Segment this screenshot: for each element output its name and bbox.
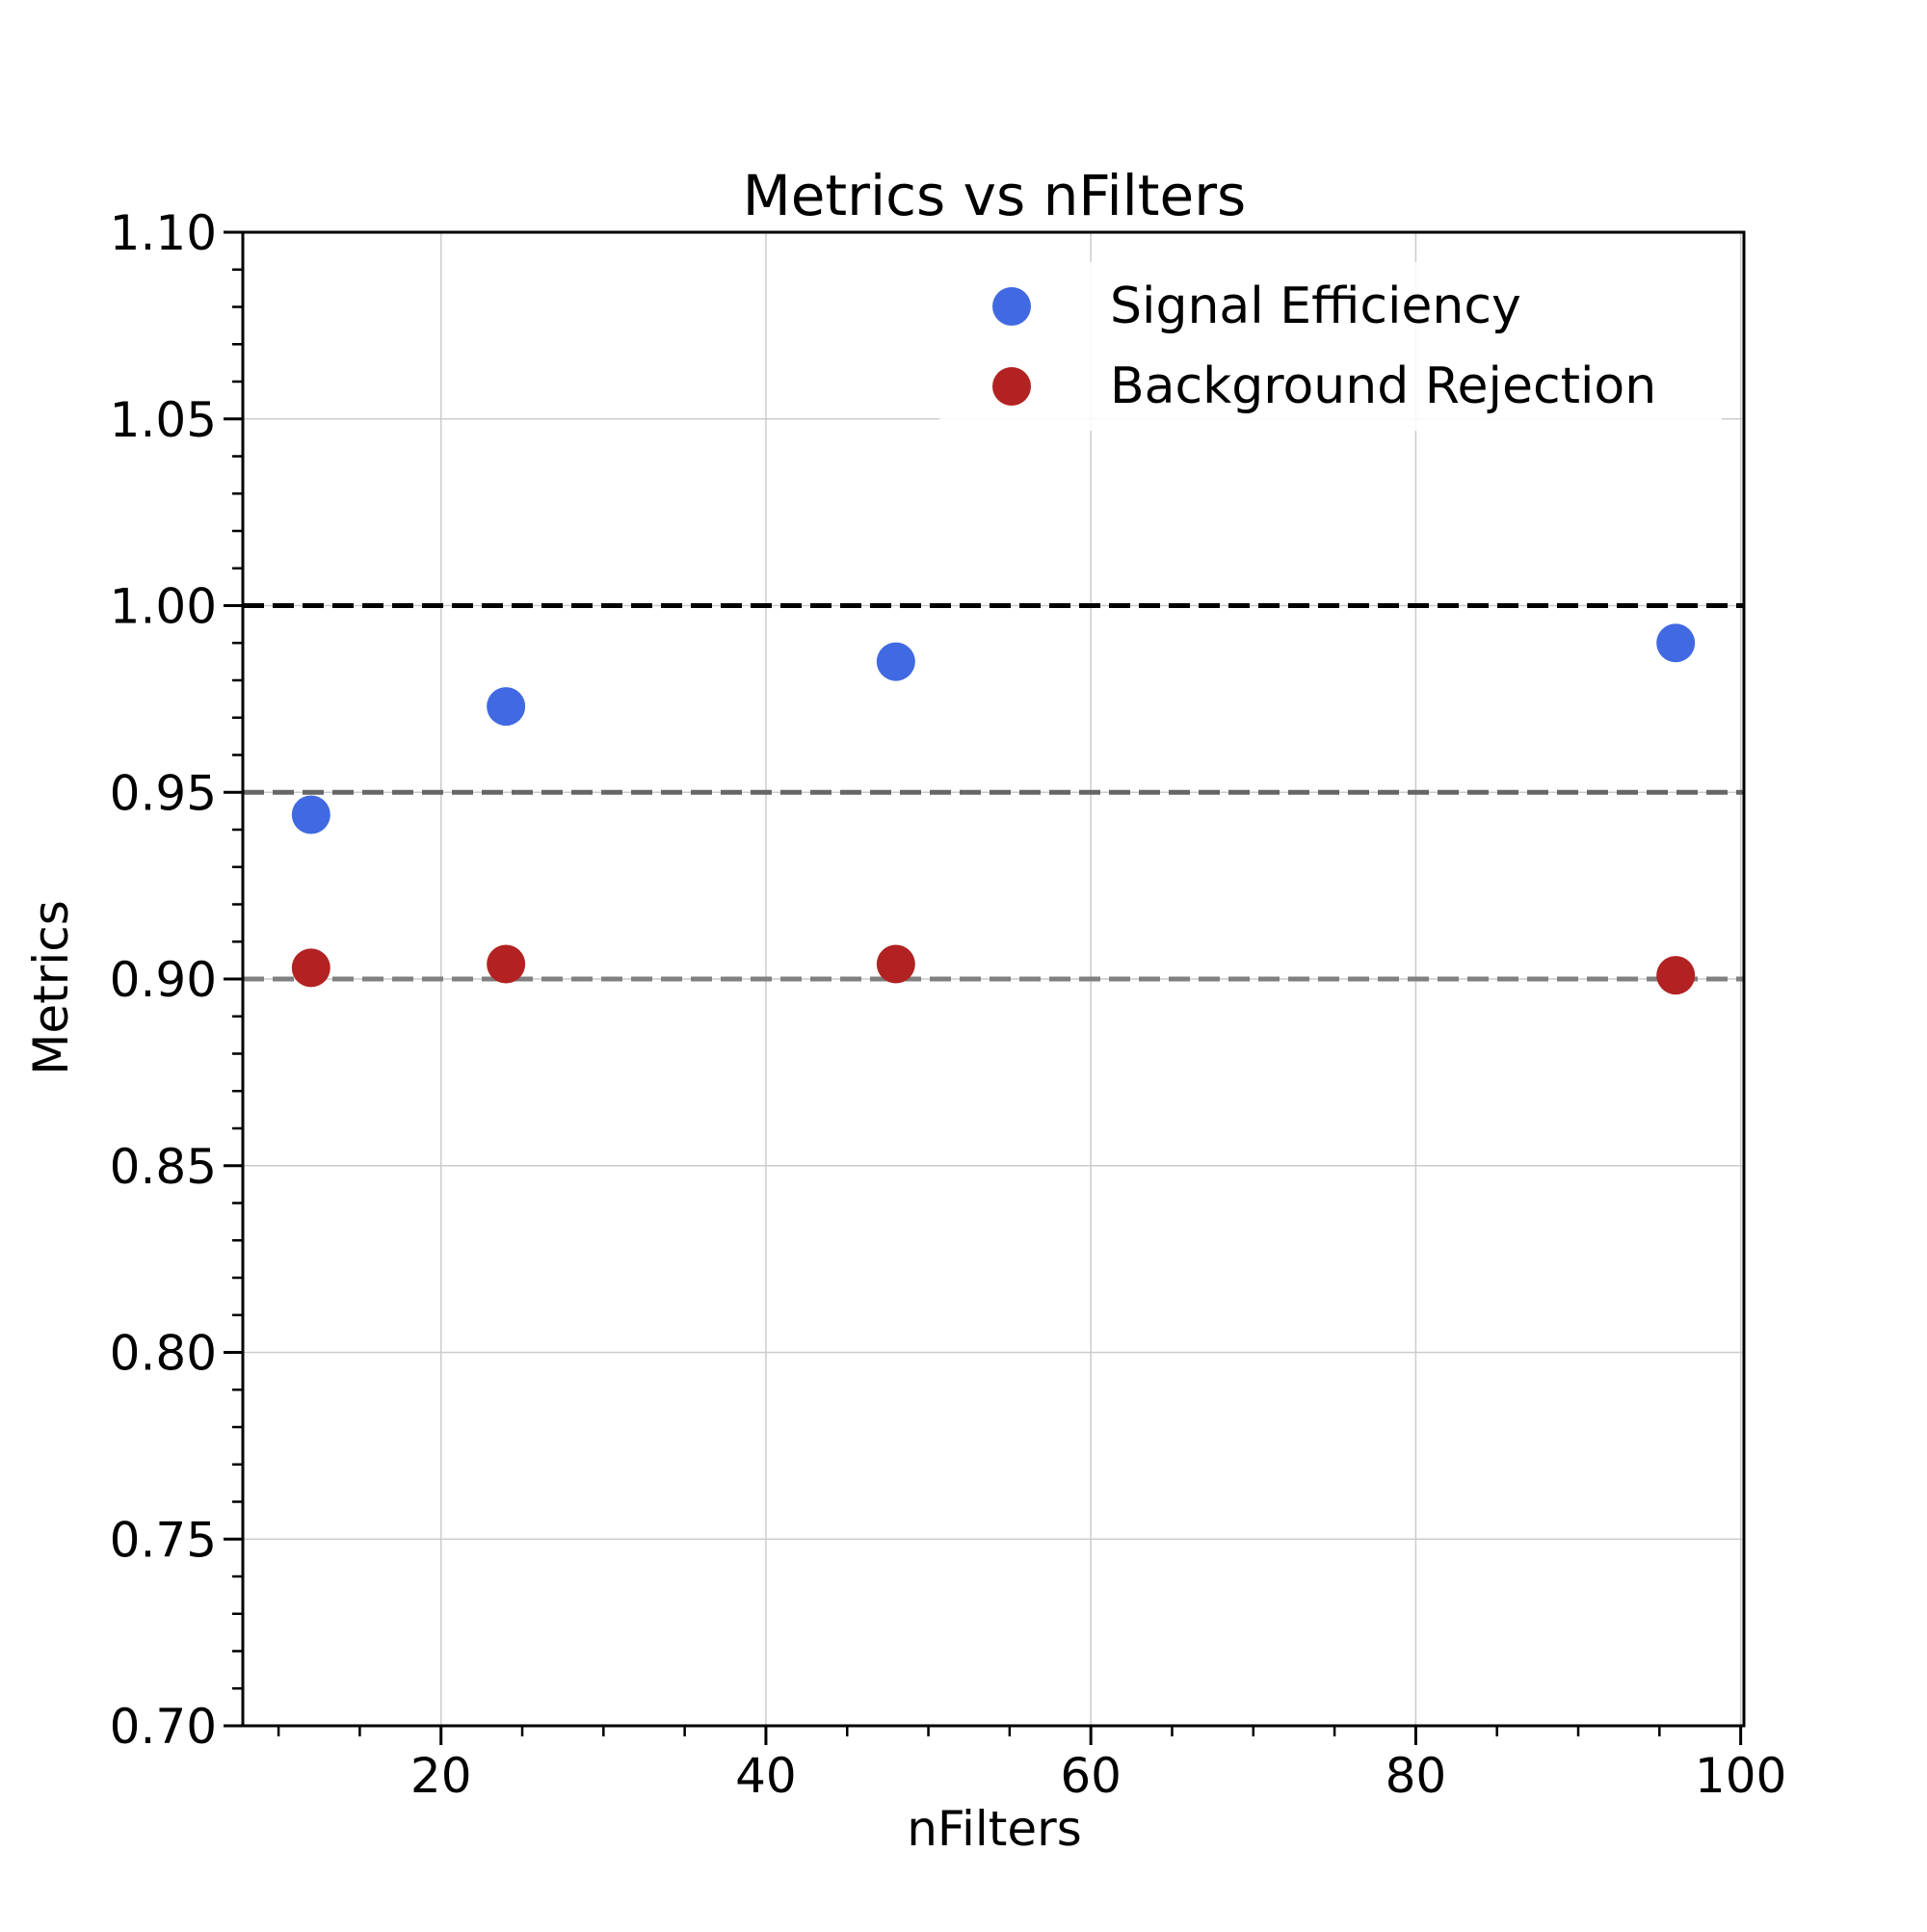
data-point [876, 944, 915, 984]
legend-label: Background Rejection [1110, 357, 1656, 415]
legend: Signal Efficiency Background Rejection [939, 262, 1722, 431]
x-tick-label: 60 [1060, 1748, 1122, 1804]
y-tick-label: 1.10 [110, 205, 217, 261]
y-axis-label: Metrics [23, 900, 79, 1075]
legend-marker [992, 367, 1031, 406]
chart-title: Metrics vs nFilters [743, 163, 1247, 228]
data-point [487, 944, 526, 984]
data-point [1656, 623, 1696, 663]
y-tick-label: 0.85 [110, 1139, 217, 1195]
x-tick-label: 20 [410, 1748, 472, 1804]
y-tick-label: 1.05 [110, 392, 217, 448]
y-tick-label: 1.00 [110, 579, 217, 635]
y-tick-label: 0.95 [110, 765, 217, 821]
y-tick-label: 0.80 [110, 1326, 217, 1382]
y-tick-label: 0.90 [110, 952, 217, 1008]
data-points [291, 623, 1696, 995]
x-tick-label: 40 [735, 1748, 797, 1804]
data-point [291, 948, 330, 988]
data-point [487, 687, 526, 727]
y-tick-label: 0.70 [110, 1699, 217, 1755]
legend-box [939, 262, 1722, 431]
x-axis-label: nFilters [907, 1801, 1082, 1857]
data-point [291, 795, 330, 834]
axis-ticks: 20 40 60 80 100 0.70 0.75 0.80 0.85 0.90 0.95 1.00 1… [110, 205, 1787, 1804]
legend-label: Signal Efficiency [1110, 278, 1521, 335]
data-point [876, 642, 915, 681]
data-point [1656, 956, 1696, 995]
legend-marker [992, 287, 1031, 326]
reference-lines [243, 603, 1744, 982]
y-tick-label: 0.75 [110, 1512, 217, 1568]
x-tick-label: 100 [1695, 1748, 1786, 1804]
x-tick-label: 80 [1386, 1748, 1447, 1804]
